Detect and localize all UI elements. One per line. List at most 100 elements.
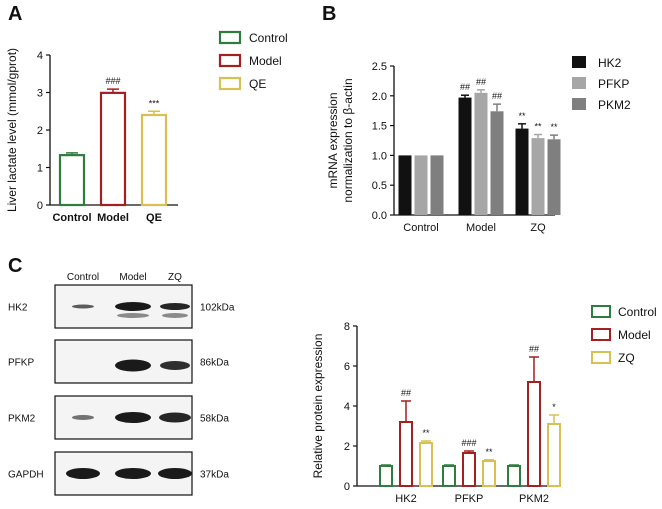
bar-pkm2: [547, 139, 561, 215]
panel-letter-a: A: [8, 3, 22, 25]
significance-label: ###: [105, 76, 120, 86]
legend-label: PKM2: [598, 98, 631, 112]
blot-band: [115, 412, 151, 423]
bar-pkm2: [490, 111, 504, 215]
x-tick-label: Model: [466, 222, 496, 234]
bar-control: [379, 465, 393, 487]
blot-lane-label: ZQ: [168, 272, 182, 283]
bar-pfkp: [414, 155, 428, 215]
bar-hk2: [458, 97, 472, 215]
panel-letter-c: C: [8, 255, 22, 277]
panel-letter-b: B: [322, 3, 336, 25]
legend-label: Control: [249, 31, 288, 45]
blot-lane-label: Model: [119, 272, 146, 283]
y-tick-label: 4: [344, 401, 350, 413]
blot-lane-label: Control: [67, 272, 99, 283]
significance-label: ###: [461, 438, 476, 448]
y-tick-label: 0.0: [372, 210, 387, 222]
blot-band: [160, 361, 190, 370]
legend-swatch-zq: [591, 351, 611, 364]
blot-band: [115, 468, 151, 479]
chart-a-lactate: 0 1 2 3 4 Liver lactate level (mmol/gprot) Con…: [5, 30, 288, 224]
legend-label: Model: [618, 328, 651, 342]
y-tick-label: 0: [344, 481, 350, 493]
y-tick-label: 2.5: [372, 61, 387, 73]
significance-label: **: [534, 122, 542, 132]
bar-control: [507, 465, 521, 487]
bar-zq: [419, 442, 433, 487]
significance-label: ##: [529, 344, 539, 354]
legend-label: HK2: [598, 56, 622, 70]
significance-label: ##: [460, 82, 470, 92]
y-axis-label: Liver lactate level (mmol/gprot): [5, 48, 19, 212]
bar-pkm2: [430, 155, 444, 215]
x-tick-label: ZQ: [530, 222, 546, 234]
blot-size-label: 86kDa: [200, 358, 229, 369]
legend-swatch-model: [218, 53, 242, 68]
legend-swatch-qe: [218, 76, 242, 91]
western-blot: Control Model ZQ HK2 102kDa PFKP 86kDa PKM2 58kD…: [8, 272, 235, 496]
significance-label: ##: [401, 388, 411, 398]
x-tick-label: Control: [403, 222, 438, 234]
bar-hk2: [398, 155, 412, 215]
bar-model: [527, 381, 541, 487]
blot-protein-label: HK2: [8, 303, 28, 314]
significance-label: **: [518, 111, 526, 121]
blot-protein-label: PFKP: [8, 358, 34, 369]
legend-swatch-control: [218, 30, 242, 45]
x-tick-label: QE: [146, 212, 162, 224]
y-tick-label: 8: [344, 321, 350, 333]
bar-pfkp: [474, 92, 488, 215]
bar-control: [442, 465, 456, 487]
significance-label: ##: [476, 77, 486, 87]
y-tick-label: 0.5: [372, 180, 387, 192]
blot-band-secondary: [162, 313, 188, 318]
y-tick-label: 2: [344, 441, 350, 453]
blot-band: [72, 304, 94, 309]
legend-label: ZQ: [618, 351, 635, 365]
y-axis-label-line: normalization to β-actin: [341, 78, 355, 202]
y-tick-label: 3: [37, 88, 43, 100]
significance-label: **: [422, 428, 430, 438]
y-tick-label: 4: [37, 50, 43, 62]
bar-model: [99, 91, 127, 207]
blot-protein-label: PKM2: [8, 414, 36, 425]
legend-swatch-model: [591, 328, 611, 341]
blot-band: [159, 412, 191, 423]
bar-model: [399, 421, 413, 487]
chart-b-mrna: 0.0 0.5 1.0 1.5 2.0 2.5 mRNA expression normali…: [326, 56, 631, 234]
x-tick-label: PKM2: [519, 493, 549, 505]
y-axis-label-line: mRNA expression: [326, 92, 340, 188]
legend-label: QE: [249, 77, 266, 91]
bar-pfkp: [531, 138, 545, 215]
blot-band: [72, 415, 94, 420]
significance-label: **: [550, 122, 558, 132]
blot-size-label: 58kDa: [200, 414, 229, 425]
legend-label: PFKP: [598, 77, 629, 91]
blot-band: [115, 302, 151, 311]
y-tick-label: 2: [37, 125, 43, 137]
blot-band-secondary: [117, 313, 149, 318]
blot-band: [115, 359, 151, 372]
bar-qe: [140, 113, 168, 207]
legend-swatch-pkm2: [572, 98, 586, 110]
significance-label: *: [552, 402, 556, 412]
bar-zq: [547, 423, 561, 487]
bar-model: [462, 452, 476, 487]
x-tick-label: HK2: [395, 493, 416, 505]
legend-swatch-hk2: [572, 56, 586, 68]
y-tick-label: 1: [37, 163, 43, 175]
x-tick-label: Model: [97, 212, 129, 224]
significance-label: ##: [492, 91, 502, 101]
blot-band: [158, 468, 192, 479]
y-axis-label: Relative protein expression: [311, 334, 325, 479]
x-tick-label: Control: [52, 212, 91, 224]
legend-swatch-pfkp: [572, 77, 586, 89]
x-tick-label: PFKP: [455, 493, 484, 505]
blot-band: [160, 303, 190, 310]
y-tick-label: 6: [344, 361, 350, 373]
bar-zq: [482, 460, 496, 487]
blot-size-label: 102kDa: [200, 303, 235, 314]
legend-label: Control: [618, 305, 657, 319]
